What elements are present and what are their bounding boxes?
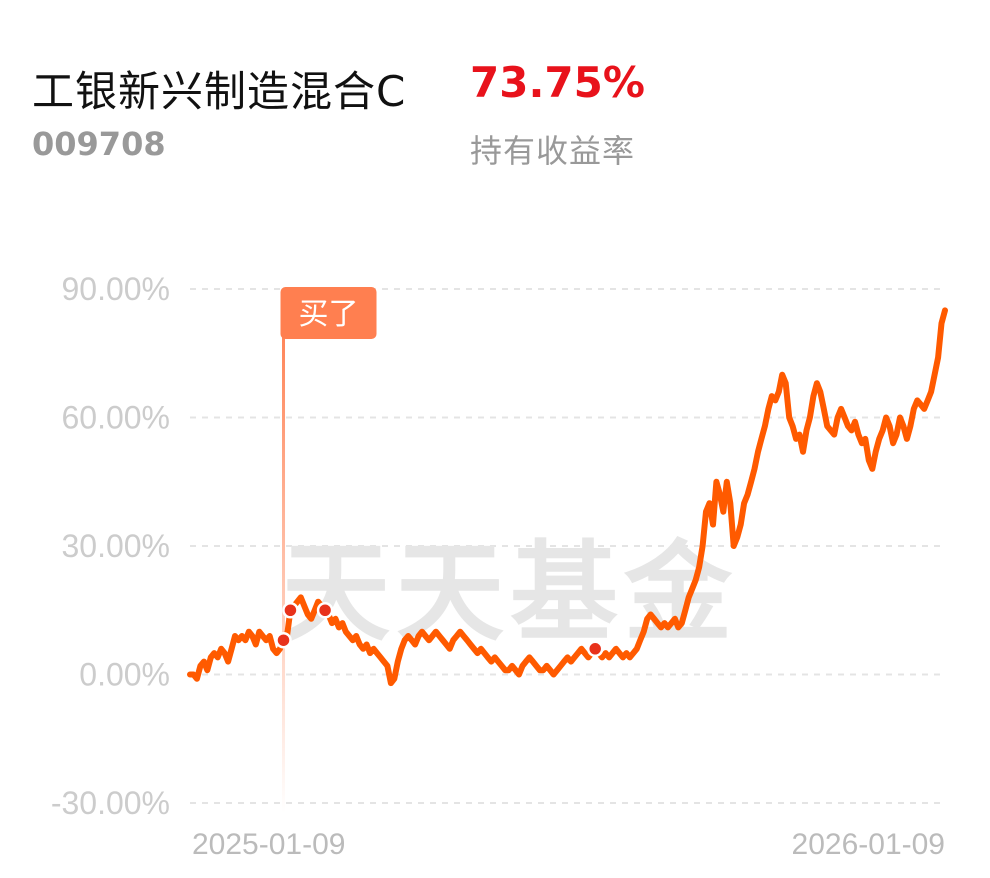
y-tick-label: 30.00% bbox=[61, 528, 170, 564]
holding-return-value: 73.75% bbox=[470, 58, 645, 107]
series-line bbox=[187, 307, 948, 687]
x-axis: 2025-01-09 2026-01-09 bbox=[192, 828, 945, 861]
holding-return-label: 持有收益率 bbox=[470, 132, 636, 170]
fund-code: 009708 bbox=[32, 125, 166, 163]
trade-point[interactable] bbox=[316, 602, 334, 619]
buy-marker-line bbox=[282, 309, 286, 813]
trade-point[interactable] bbox=[275, 631, 292, 649]
buy-tag bbox=[280, 287, 377, 339]
buy-marker: 买了 bbox=[280, 287, 377, 813]
y-axis: 90.00% 60.00% 30.00% 0.00% -30.00% bbox=[51, 271, 170, 821]
y-tick-label: 60.00% bbox=[61, 400, 170, 436]
y-tick-label: 0.00% bbox=[79, 657, 170, 693]
trade-points bbox=[275, 602, 604, 658]
trade-point[interactable] bbox=[282, 602, 299, 619]
gridlines bbox=[190, 288, 945, 804]
fund-name: 工银新兴制造混合C bbox=[32, 67, 407, 116]
x-tick-label: 2025-01-09 bbox=[192, 828, 345, 861]
trade-point[interactable] bbox=[586, 640, 604, 658]
y-tick-label: -30.00% bbox=[51, 785, 170, 821]
buy-tag-label: 买了 bbox=[299, 297, 359, 332]
y-tick-label: 90.00% bbox=[61, 271, 170, 307]
x-tick-label: 2026-01-09 bbox=[792, 828, 945, 861]
